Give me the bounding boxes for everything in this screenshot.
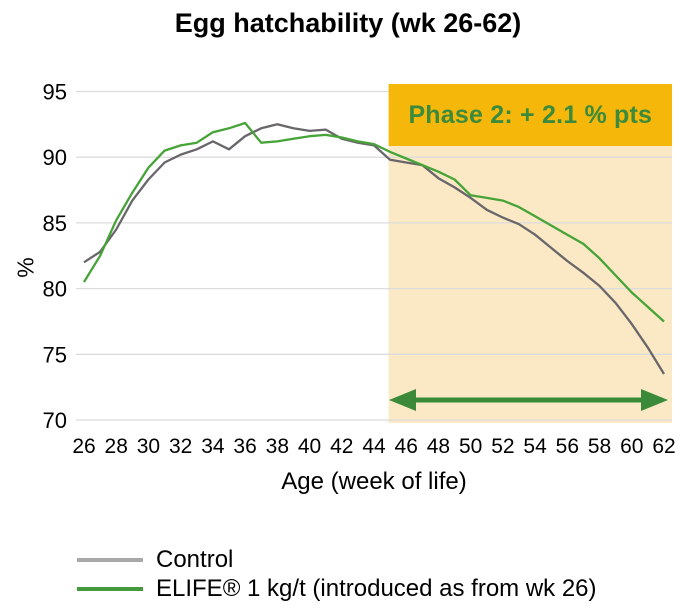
x-tick-60: 60 (620, 435, 643, 458)
x-tick-44: 44 (362, 435, 386, 458)
x-tick-52: 52 (491, 435, 514, 458)
x-tick-26: 26 (72, 435, 95, 458)
x-tick-32: 32 (169, 435, 192, 458)
y-axis-label: % (12, 257, 39, 278)
legend-item-control: Control (77, 545, 597, 574)
y-tick-80: 80 (43, 277, 67, 302)
x-tick-28: 28 (105, 435, 128, 458)
phase2-arrow-left-head (389, 389, 416, 411)
elife-line (83, 121, 665, 323)
elife-line-swatch (77, 586, 143, 591)
control-line (83, 123, 665, 375)
y-tick-70: 70 (43, 408, 67, 433)
x-tick-36: 36 (233, 435, 256, 458)
x-tick-34: 34 (201, 435, 225, 458)
x-tick-30: 30 (137, 435, 160, 458)
control-line-swatch (77, 557, 143, 562)
legend: Control ELIFE® 1 kg/t (introduced as fro… (77, 545, 597, 603)
phase-annotation-label: Phase 2: + 2.1 % pts (408, 100, 653, 129)
x-tick-42: 42 (330, 435, 353, 458)
x-tick-62: 62 (652, 435, 675, 458)
legend-label-control: Control (156, 545, 234, 573)
phase2-arrow-right-head (641, 389, 668, 411)
chart-title: Egg hatchability (wk 26-62) (174, 8, 522, 38)
x-tick-58: 58 (588, 435, 611, 458)
y-tick-90: 90 (43, 145, 67, 170)
x-tick-56: 56 (556, 435, 579, 458)
y-tick-75: 75 (43, 342, 67, 367)
x-tick-40: 40 (298, 435, 321, 458)
legend-label-elife: ELIFE® 1 kg/t (introduced as from wk 26) (156, 574, 597, 602)
y-tick-95: 95 (43, 80, 67, 105)
phase2-banner (388, 84, 672, 146)
legend-item-elife: ELIFE® 1 kg/t (introduced as from wk 26) (77, 574, 597, 603)
x-tick-54: 54 (523, 435, 547, 458)
x-tick-50: 50 (459, 435, 482, 458)
y-tick-85: 85 (43, 211, 67, 236)
x-tick-46: 46 (395, 435, 418, 458)
x-tick-38: 38 (266, 435, 289, 458)
x-tick-48: 48 (427, 435, 450, 458)
x-axis-label: Age (week of life) (281, 468, 467, 495)
